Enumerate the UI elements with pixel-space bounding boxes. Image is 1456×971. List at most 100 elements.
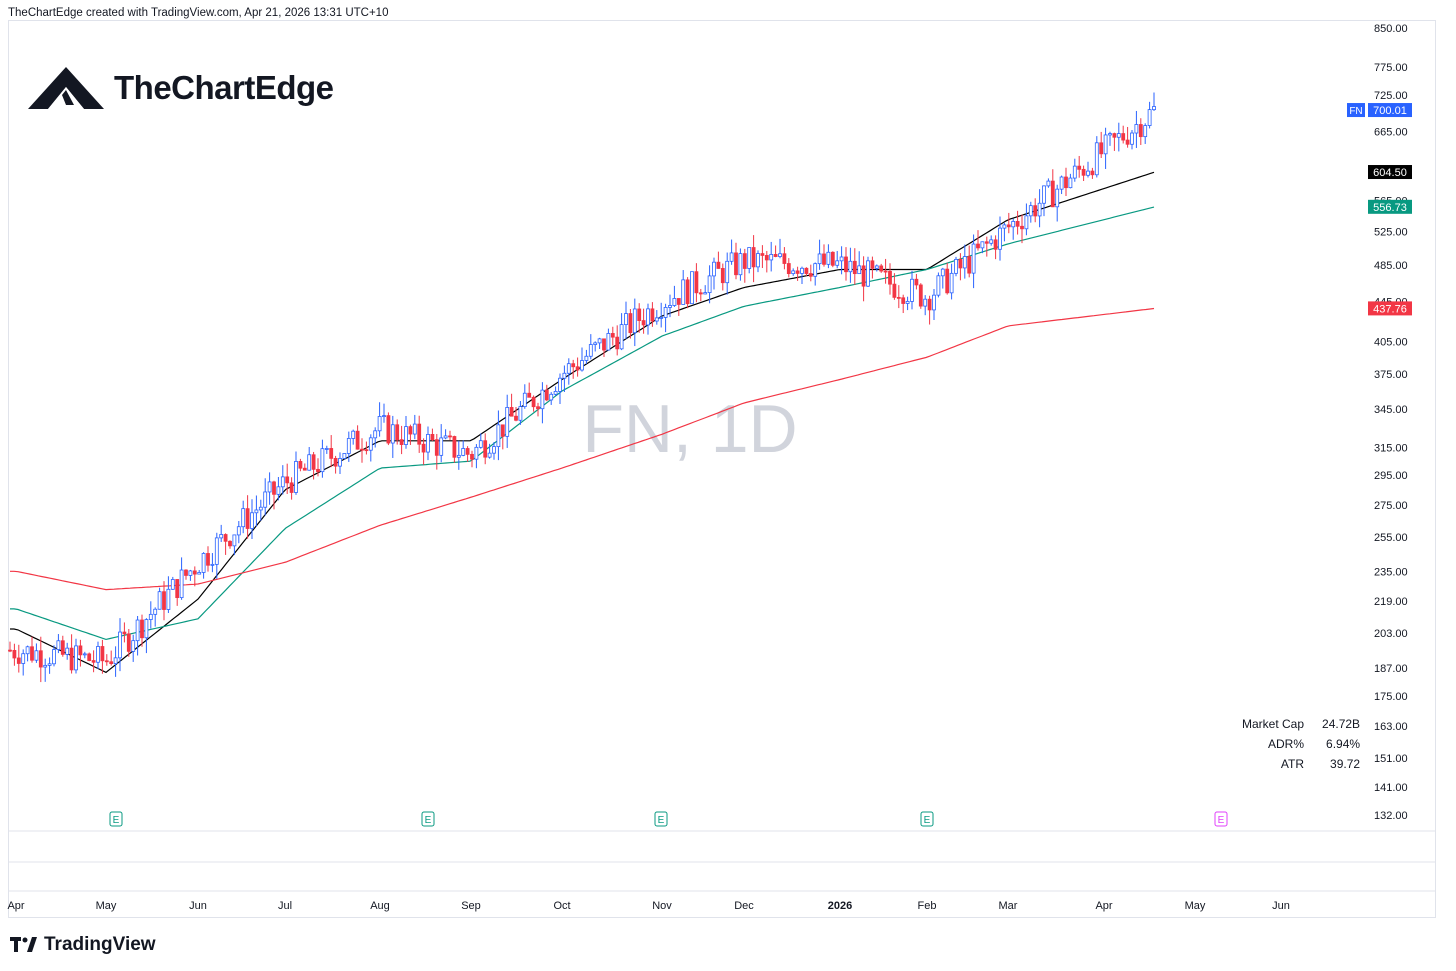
- candle-body: [1086, 170, 1090, 176]
- earnings-marker[interactable]: [920, 811, 934, 827]
- chart-frame[interactable]: [8, 20, 1436, 918]
- earnings-marker[interactable]: [654, 811, 668, 827]
- candle-body: [113, 657, 118, 665]
- earnings-marker[interactable]: [421, 811, 435, 827]
- y-tick-label: 141.00: [1374, 782, 1408, 794]
- candle-body: [456, 454, 461, 458]
- candle-body: [782, 253, 787, 264]
- candle-body: [157, 591, 162, 610]
- candle-body: [998, 227, 1002, 250]
- candle-body: [298, 461, 303, 469]
- earnings-marker[interactable]: [109, 811, 123, 827]
- candle-body: [571, 363, 576, 368]
- candle-body: [166, 588, 171, 610]
- candle-body: [263, 491, 268, 508]
- candle-body: [162, 591, 166, 610]
- candle-body: [742, 253, 747, 269]
- x-tick-label: Jun: [189, 900, 207, 912]
- earnings-marker-text: E: [425, 815, 432, 826]
- candle-body: [474, 446, 479, 460]
- candle-body: [1015, 221, 1020, 227]
- candle-body: [892, 283, 897, 298]
- candle-body: [720, 268, 725, 284]
- candle-body: [254, 509, 259, 514]
- ma-long-line: [10, 307, 1155, 591]
- candle-body: [505, 407, 510, 437]
- candle-body: [100, 646, 105, 662]
- y-tick-label: 775.00: [1374, 62, 1408, 74]
- candle-body: [575, 366, 580, 371]
- candle-body: [140, 619, 144, 639]
- candle-body: [624, 313, 628, 326]
- candle-body: [60, 640, 65, 655]
- candle-body: [813, 263, 818, 277]
- candle-body: [923, 298, 928, 307]
- candle-body: [566, 363, 571, 374]
- candle-body: [527, 392, 532, 398]
- price-label: [1368, 199, 1412, 214]
- candle-body: [773, 254, 778, 257]
- candle-body: [910, 278, 914, 302]
- candle-body: [738, 253, 743, 276]
- candle-body: [170, 579, 175, 590]
- candle-body: [342, 453, 347, 459]
- y-tick-label: 187.00: [1374, 663, 1408, 675]
- candle-body: [712, 261, 716, 277]
- candle-body: [1072, 165, 1077, 179]
- y-tick-label: 850.00: [1374, 23, 1408, 35]
- price-label: [1368, 103, 1412, 118]
- candle-body: [967, 256, 972, 274]
- stat-label: ATR: [1280, 757, 1305, 771]
- candle-body: [258, 506, 263, 511]
- candle-body: [800, 267, 804, 274]
- candle-body: [984, 241, 989, 244]
- candle-body: [412, 423, 417, 435]
- candle-body: [184, 569, 188, 576]
- candle-body: [1020, 225, 1024, 230]
- candle-body: [377, 416, 382, 432]
- candle-body: [329, 448, 334, 459]
- candle-body: [219, 534, 224, 539]
- y-tick-label: 665.00: [1374, 127, 1408, 139]
- candle-body: [96, 646, 100, 663]
- candle-body: [536, 406, 540, 410]
- candle-body: [470, 453, 474, 460]
- y-tick-label: 219.00: [1374, 596, 1408, 608]
- candle-body: [126, 633, 131, 652]
- candle-body: [16, 657, 21, 664]
- candle-body: [1152, 106, 1156, 111]
- candle-body: [104, 660, 109, 663]
- candle-body: [1081, 168, 1086, 176]
- tradingview-text: TradingView: [44, 934, 156, 955]
- y-tick-label: 255.00: [1374, 532, 1408, 544]
- candle-body: [179, 569, 184, 599]
- candle-body: [760, 253, 765, 256]
- candle-body: [135, 619, 140, 642]
- candle-body: [373, 430, 378, 439]
- candle-body: [324, 448, 329, 450]
- tradingview-logo[interactable]: TradingView: [10, 934, 156, 956]
- x-tick-label: Jun: [1272, 900, 1290, 912]
- candle-body: [822, 253, 826, 265]
- price-label-text: 437.76: [1373, 303, 1407, 315]
- candle-body: [839, 256, 844, 262]
- earnings-marker[interactable]: [1214, 811, 1228, 827]
- candle-body: [175, 579, 180, 599]
- candle-body: [734, 252, 738, 276]
- candle-body: [1064, 176, 1068, 189]
- y-tick-label: 163.00: [1374, 721, 1408, 733]
- stat-label: ADR%: [1268, 737, 1305, 751]
- candle-body: [945, 268, 950, 294]
- candle-body: [522, 392, 527, 408]
- candle-body: [602, 338, 606, 351]
- x-tick-label: Apr: [1095, 900, 1112, 912]
- candle-body: [936, 275, 941, 296]
- candle-body: [294, 461, 298, 493]
- candle-body: [646, 308, 650, 326]
- candle-body: [223, 534, 228, 542]
- candle-body: [1143, 125, 1148, 138]
- candle-body: [452, 436, 457, 458]
- candle-body: [1103, 134, 1108, 155]
- candle-body: [1046, 180, 1051, 187]
